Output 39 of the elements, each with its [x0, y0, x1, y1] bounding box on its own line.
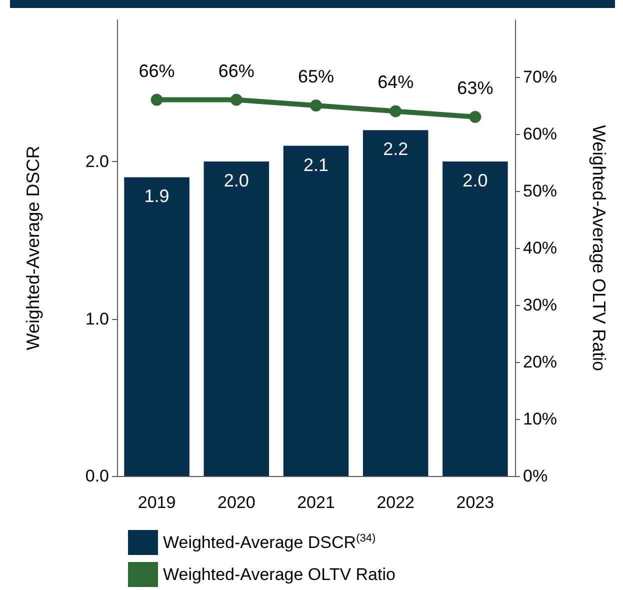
- y-tick-label: 0.0: [85, 466, 109, 486]
- data-label: 2.1: [303, 154, 329, 175]
- y2-tick-label: 10%: [523, 410, 558, 428]
- point: [390, 105, 402, 118]
- data-label: 2.0: [462, 170, 488, 191]
- data-label: 2.0: [224, 170, 249, 191]
- bar: [124, 177, 190, 476]
- y-tick-label: 1.0: [85, 309, 109, 328]
- point: [150, 94, 163, 106]
- data-label: 64%: [378, 72, 414, 92]
- bar: [204, 162, 270, 476]
- y2-axis-title: Weighted-Average OLTV Ratio: [589, 124, 609, 372]
- x-tick-label: 2019: [138, 493, 176, 512]
- data-label: 2.2: [383, 139, 408, 160]
- legend-label: Weighted-Average OLTV Ratio: [163, 565, 396, 584]
- bar: [362, 130, 428, 476]
- y2-tick-label: 30%: [523, 296, 558, 314]
- data-label: 63%: [457, 78, 494, 98]
- y2-tick-label: 70%: [523, 68, 558, 86]
- data-label: 65%: [298, 66, 334, 86]
- point: [230, 94, 242, 106]
- x-tick-label: 2020: [217, 493, 256, 512]
- data-label: 66%: [218, 60, 254, 81]
- data-label: 66%: [138, 60, 175, 81]
- x-tick-label: 2021: [297, 493, 335, 512]
- bar: [283, 146, 349, 476]
- x-tick-label: 2023: [456, 493, 494, 512]
- y2-tick-label: 60%: [523, 124, 558, 144]
- x-tick-label: 2022: [376, 493, 415, 512]
- point: [310, 100, 322, 112]
- y-axis-title: Weighted-Average DSCR: [23, 146, 43, 350]
- y-tick-label: 2.0: [85, 152, 109, 172]
- point: [469, 110, 482, 123]
- data-label: 1.9: [144, 186, 170, 206]
- y2-tick-label: 50%: [523, 182, 558, 200]
- y2-tick-label: 0%: [523, 466, 548, 486]
- bar: [442, 162, 508, 476]
- y2-tick-label: 40%: [523, 238, 558, 258]
- y2-tick-label: 20%: [523, 352, 558, 372]
